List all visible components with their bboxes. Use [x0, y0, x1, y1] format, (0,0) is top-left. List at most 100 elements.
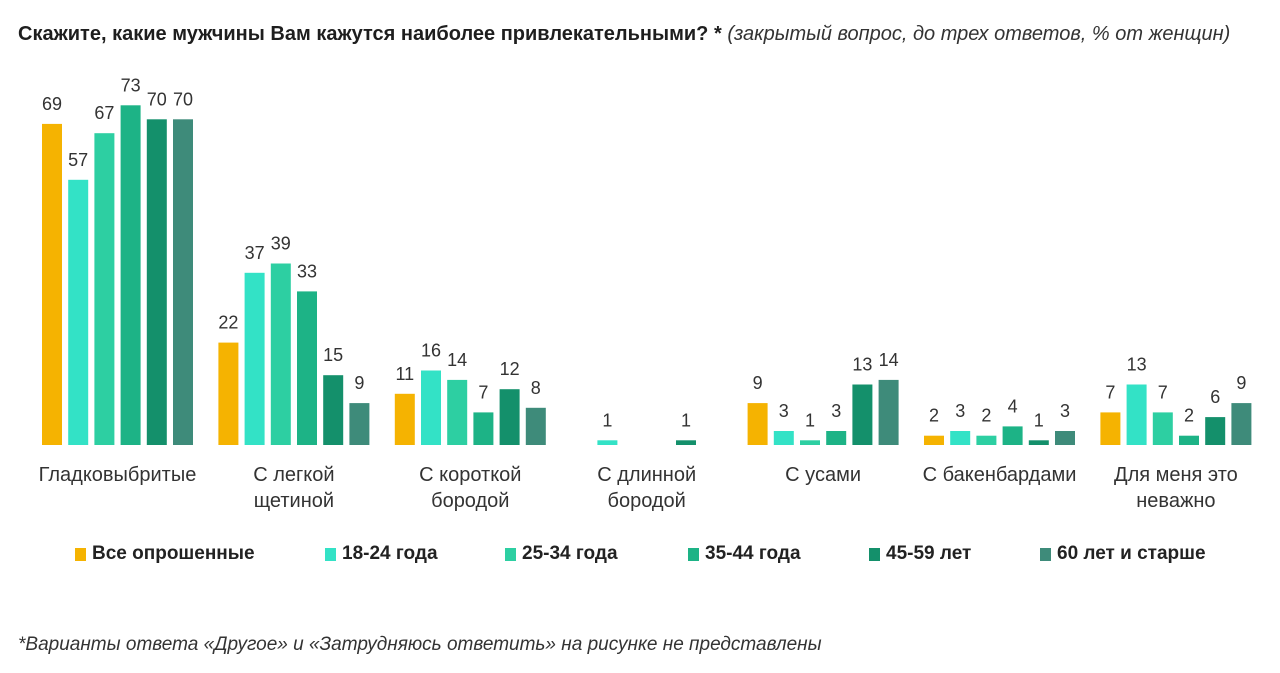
bar	[270, 263, 291, 445]
chart-heading: Скажите, какие мужчины Вам кажутся наибо…	[18, 21, 1230, 47]
bar	[42, 123, 62, 446]
legend-item-35-44: 35-44 года	[688, 542, 801, 566]
bar	[1055, 431, 1075, 445]
data-label: 3	[779, 401, 789, 421]
bar	[747, 403, 768, 445]
data-label: 57	[68, 150, 88, 170]
bar	[1231, 403, 1252, 445]
data-label: 7	[1105, 382, 1115, 402]
data-label: 9	[354, 373, 364, 393]
bar	[421, 370, 441, 445]
bar	[146, 119, 167, 446]
legend-label: 35-44 года	[705, 543, 801, 564]
bar	[826, 431, 847, 445]
legend-label: 60 лет и старше	[1057, 543, 1206, 564]
legend-label: 45-59 лет	[886, 543, 972, 564]
bar	[173, 119, 193, 446]
legend-label: Все опрошенные	[92, 543, 255, 564]
legend-swatch	[869, 547, 880, 561]
bar	[394, 393, 415, 445]
data-label: 11	[395, 364, 414, 384]
bar	[1179, 435, 1199, 445]
legend-swatch	[1040, 547, 1051, 561]
bar	[1100, 412, 1121, 445]
bar	[800, 440, 820, 445]
data-label: 2	[981, 406, 991, 426]
legend-label: 18-24 года	[342, 543, 438, 564]
data-label: 1	[1034, 410, 1044, 430]
data-label: 14	[447, 350, 467, 370]
bar	[597, 440, 618, 445]
legend-item-18-24: 18-24 года	[325, 542, 438, 566]
data-label: 33	[297, 261, 317, 281]
data-label: 70	[147, 89, 167, 109]
data-label: 7	[1158, 382, 1168, 402]
bar	[1126, 384, 1147, 445]
bar	[976, 435, 997, 445]
data-label: 70	[173, 89, 193, 109]
data-label: 39	[271, 234, 291, 254]
data-label: 1	[805, 410, 815, 430]
data-label: 8	[531, 378, 541, 398]
data-label: 1	[681, 410, 691, 430]
data-label: 14	[879, 350, 899, 370]
legend-label: 25-34 года	[522, 543, 618, 564]
chart-title: Скажите, какие мужчины Вам кажутся наибо…	[18, 23, 722, 45]
bar	[773, 431, 794, 445]
bar-group: 93 1 313 14	[747, 350, 899, 445]
data-label: 4	[1008, 396, 1018, 416]
bar	[323, 375, 344, 445]
category-label: Гладковыбритые	[38, 464, 197, 486]
category-label: Для меня это неважно	[1114, 464, 1238, 512]
data-label: 37	[245, 243, 265, 263]
data-label: 2	[929, 406, 939, 426]
bar	[950, 431, 971, 445]
data-label: 2	[1184, 406, 1194, 426]
data-label: 13	[1127, 355, 1147, 375]
bar	[852, 384, 873, 445]
bar	[1028, 440, 1049, 445]
bar	[68, 179, 89, 446]
bar	[218, 342, 239, 445]
category-label: С длинной бородой	[597, 464, 697, 512]
data-label: 15	[323, 345, 343, 365]
legend-item-25-34: 25-34 года	[505, 542, 618, 566]
data-label: 9	[753, 373, 763, 393]
bar-group: 2 3 2 41 3	[924, 396, 1075, 445]
category-label: С легкой щетиной	[253, 464, 335, 512]
legend-item-60-plus: 60 лет и старше	[1040, 542, 1206, 566]
bar	[499, 389, 520, 445]
bar-group: 69 57 67 73 70 70	[42, 75, 193, 446]
category-label: С короткой бородой	[419, 464, 522, 512]
bar	[120, 105, 141, 446]
footnote: *Варианты ответа «Другое» и «Затрудняюсь…	[18, 634, 822, 655]
data-label: 12	[500, 359, 520, 379]
legend-swatch	[325, 547, 336, 561]
bar	[676, 440, 696, 445]
bar	[1002, 426, 1023, 445]
bar	[473, 412, 494, 445]
chart-subtitle: (закрытый вопрос, до трех ответов, % от …	[727, 23, 1231, 45]
bar-group: 11 16 14 7 12 8	[394, 341, 546, 445]
bar	[1152, 412, 1173, 445]
data-label: 6	[1210, 387, 1220, 407]
data-label: 73	[121, 75, 141, 95]
category-label: С бакенбардами	[922, 464, 1077, 486]
legend-swatch	[75, 547, 86, 561]
data-label: 3	[831, 401, 841, 421]
data-label: 16	[421, 341, 441, 361]
bar-group: 22 37 39 33 15 9	[218, 234, 370, 445]
bar	[349, 403, 370, 445]
legend-item-45-59: 45-59 лет	[869, 542, 971, 566]
data-label: 3	[1060, 401, 1070, 421]
bar	[1205, 417, 1226, 445]
data-label: 7	[478, 382, 488, 402]
bar	[297, 291, 317, 445]
legend-item-all-respondents: Все опрошенные	[75, 542, 255, 566]
legend-swatch	[505, 547, 516, 561]
data-label: 13	[852, 355, 872, 375]
data-label: 9	[1236, 373, 1246, 393]
